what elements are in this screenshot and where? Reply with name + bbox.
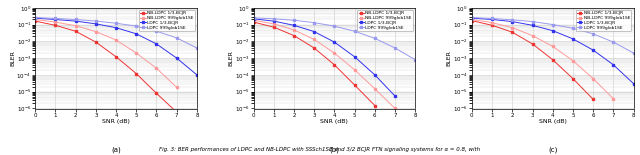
Legend: NB-LDPC 1/3-BCJR, NB-LDPC 999glob1SE, LDPC 1/3-BCJR, LDPC 999glob1SE: NB-LDPC 1/3-BCJR, NB-LDPC 999glob1SE, LD… — [575, 10, 632, 31]
Text: (a): (a) — [111, 147, 121, 153]
Text: Fig. 3: BER performances of LDPC and NB-LDPC with SSSch1SE and 3/2 BCJR FTN sign: Fig. 3: BER performances of LDPC and NB-… — [159, 147, 481, 152]
Y-axis label: BLER: BLER — [447, 50, 452, 66]
X-axis label: SNR (dB): SNR (dB) — [539, 119, 566, 124]
Y-axis label: BLER: BLER — [10, 50, 15, 66]
X-axis label: SNR (dB): SNR (dB) — [102, 119, 130, 124]
X-axis label: SNR (dB): SNR (dB) — [321, 119, 348, 124]
Text: (c): (c) — [548, 147, 557, 153]
Y-axis label: BLER: BLER — [228, 50, 234, 66]
Legend: NB-LDPC 1/3-BCJR, NB-LDPC 999glob1SE, LDPC 1/3-BCJR, LDPC 999glob1SE: NB-LDPC 1/3-BCJR, NB-LDPC 999glob1SE, LD… — [139, 10, 195, 31]
Text: (b): (b) — [330, 147, 339, 153]
Legend: NB-LDPC 1/3-BCJR, NB-LDPC 999glob1SE, LDPC 1/3-BCJR, LDPC 999glob1SE: NB-LDPC 1/3-BCJR, NB-LDPC 999glob1SE, LD… — [357, 10, 413, 31]
